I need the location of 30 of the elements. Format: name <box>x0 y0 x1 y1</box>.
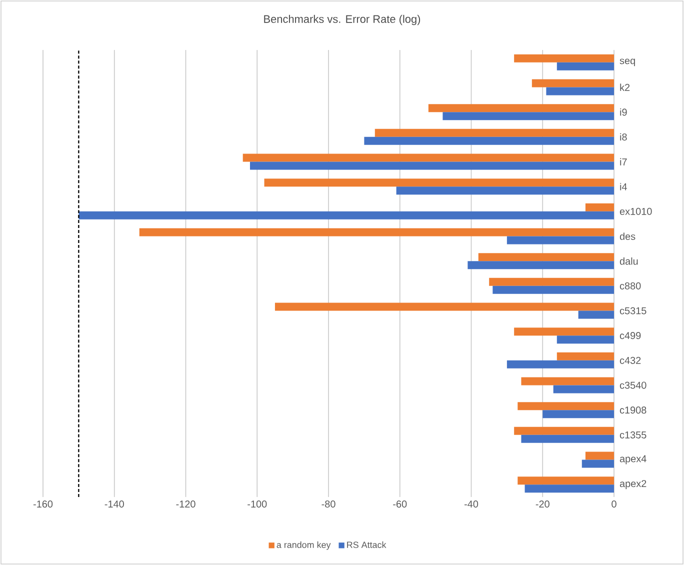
y-tick-label: i8 <box>620 133 627 141</box>
y-tick-label: k2 <box>620 84 630 91</box>
y-tick-label: apex2 <box>620 480 646 490</box>
y-tick-label: c499 <box>620 332 641 340</box>
legend-label: RS Attack <box>347 541 386 548</box>
y-tick-label: c880 <box>620 282 641 290</box>
y-tick-label: ex1010 <box>620 208 652 215</box>
y-tick-label: apex4 <box>620 455 646 464</box>
x-tick-label: 0 <box>612 500 616 508</box>
x-tick-label: -100 <box>248 500 267 508</box>
y-tick-label: i7 <box>620 158 627 166</box>
x-tick-label: -140 <box>104 500 124 508</box>
y-tick-label: seq <box>620 58 635 66</box>
y-tick-label: des <box>620 232 636 240</box>
y-tick-label: i9 <box>620 108 627 116</box>
y-tick-label: c1908 <box>620 406 646 414</box>
y-tick-label: c5315 <box>620 307 646 314</box>
chart-title: Benchmarks vs. Error Rate (log) <box>264 14 420 26</box>
y-tick-label: i4 <box>620 182 627 190</box>
x-tick-label: -20 <box>536 500 550 508</box>
x-tick-label: -120 <box>176 500 196 508</box>
y-tick-label: c432 <box>620 356 641 364</box>
y-tick-label: c1355 <box>620 431 646 438</box>
x-tick-label: -80 <box>322 500 336 508</box>
y-tick-label: dalu <box>620 257 638 265</box>
y-tick-label: c3540 <box>620 382 646 389</box>
legend-label: a random key <box>276 541 331 550</box>
x-tick-label: -60 <box>393 500 407 508</box>
x-tick-label: -160 <box>33 500 53 508</box>
x-tick-label: -40 <box>464 500 478 508</box>
